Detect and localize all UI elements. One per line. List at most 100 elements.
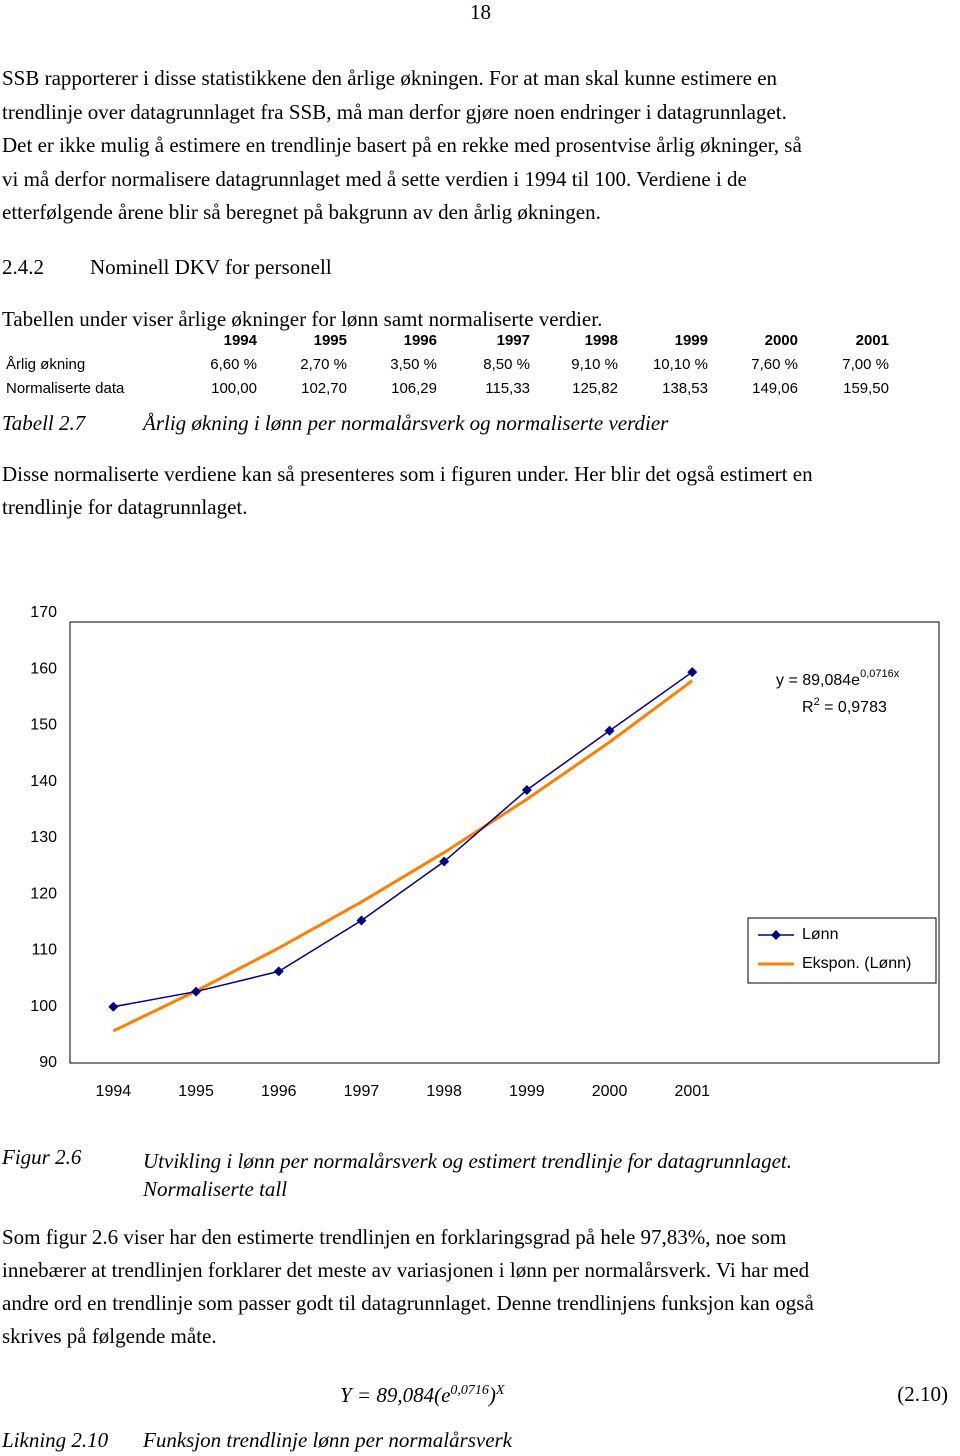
x-tick-label: 1995 — [178, 1083, 214, 1100]
paragraph: Som figur 2.6 viser har den estimerte tr… — [2, 1221, 814, 1353]
y-tick-label: 130 — [30, 829, 57, 846]
table-cell: 8,50 % — [483, 356, 530, 373]
text-line: Det er ikke mulig å estimere en trendlin… — [2, 133, 802, 157]
data-point — [521, 785, 532, 796]
column-header: 1995 — [313, 332, 347, 349]
column-header: 1996 — [403, 332, 437, 349]
x-tick-label: 2001 — [674, 1083, 710, 1100]
paragraph: SSB rapporterer i disse statistikkene de… — [2, 62, 802, 230]
equation: Y = 89,084(e0,0716)X — [340, 1384, 504, 1406]
trend-line — [112, 679, 694, 1033]
column-header: 2001 — [855, 332, 889, 349]
equation-exponent: 0,0716x — [860, 668, 900, 680]
table-cell: 125,82 — [572, 380, 618, 397]
equation-close: ) — [488, 1383, 496, 1407]
data-point — [191, 986, 202, 997]
equation-lhs: Y = 89,084(e — [340, 1383, 451, 1407]
x-tick-label: 1999 — [509, 1083, 545, 1100]
y-tick-label: 160 — [30, 660, 57, 677]
data-point — [604, 725, 615, 736]
table-cell: 106,29 — [391, 380, 437, 397]
text-line: Tabellen under viser årlige økninger for… — [2, 307, 603, 331]
x-tick-label: 1994 — [96, 1083, 132, 1100]
figure-caption: Utvikling i lønn per normalårsverk og es… — [143, 1147, 792, 1203]
chart-frame — [69, 621, 940, 1064]
column-header: 1999 — [674, 332, 708, 349]
text-line: etterfølgende årene blir så beregnet på … — [2, 200, 601, 224]
page-number: 18 — [470, 0, 491, 24]
data-point — [356, 915, 367, 926]
paragraph: Tabellen under viser årlige økninger for… — [2, 303, 602, 336]
legend-box — [747, 917, 937, 984]
table-cell: 100,00 — [211, 380, 257, 397]
x-tick-label: 2000 — [592, 1083, 628, 1100]
text-line: trendlinje for datagrunnlaget. — [2, 495, 248, 519]
trend-equation: y = 89,084e0,0716x — [776, 668, 900, 689]
text-line: andre ord en trendlinje som passer godt … — [2, 1291, 814, 1315]
table-cell: 2,70 % — [300, 356, 347, 373]
table-caption-label: Tabell 2.7 — [2, 411, 86, 435]
text-line: Utvikling i lønn per normalårsverk og es… — [143, 1149, 792, 1173]
r-exponent: 2 — [814, 696, 820, 708]
text-line: Som figur 2.6 viser har den estimerte tr… — [2, 1225, 787, 1249]
table-cell: 102,70 — [301, 380, 347, 397]
table-cell: 9,10 % — [571, 356, 618, 373]
equation-base: y = 89,084e — [776, 672, 860, 689]
section-title: Nominell DKV for personell — [90, 255, 332, 279]
equation-caption-label: Likning 2.10 — [2, 1428, 109, 1452]
table-cell: 3,50 % — [390, 356, 437, 373]
table-cell: 7,00 % — [842, 356, 889, 373]
text-line: skrives på følgende måte. — [2, 1324, 217, 1348]
column-header: 1997 — [496, 332, 530, 349]
data-point — [439, 856, 450, 867]
x-tick-label: 1998 — [426, 1083, 462, 1100]
legend-label: Ekspon. (Lønn) — [802, 955, 911, 972]
column-header: 1994 — [223, 332, 257, 349]
table-cell: 159,50 — [843, 380, 889, 397]
paragraph: Disse normaliserte verdiene kan så prese… — [2, 458, 813, 524]
data-point — [108, 1001, 119, 1012]
table-cell: 138,53 — [662, 380, 708, 397]
text-line: trendlinje over datagrunnlaget fra SSB, … — [2, 99, 787, 124]
row-label: Normaliserte data — [6, 380, 125, 397]
y-tick-label: 110 — [31, 942, 57, 959]
section-number: 2.4.2 — [2, 255, 44, 279]
r-squared: R2 = 0,9783 — [802, 696, 887, 716]
x-tick-label: 1997 — [344, 1083, 380, 1100]
text-line: Disse normaliserte verdiene kan så prese… — [2, 462, 813, 486]
text-line: vi må derfor normalisere datagrunnlaget … — [2, 166, 747, 191]
data-point — [687, 667, 698, 678]
table-cell: 115,33 — [485, 380, 530, 397]
y-tick-label: 150 — [30, 717, 57, 734]
table-cell: 6,60 % — [210, 356, 257, 373]
text-line: SSB rapporterer i disse statistikkene de… — [2, 66, 778, 90]
equation-outer-exponent: X — [495, 1383, 505, 1398]
y-tick-label: 100 — [30, 998, 57, 1015]
text-line: Normaliserte tall — [143, 1177, 288, 1201]
data-point — [273, 966, 284, 977]
x-tick-label: 1996 — [261, 1083, 297, 1100]
equation-caption: Funksjon trendlinje lønn per normalårsve… — [143, 1428, 513, 1452]
data-line — [113, 671, 693, 1008]
r-base: R — [802, 699, 814, 716]
table: 1994 1995 1996 1997 1998 1999 2000 2001 Årlig øk… — [0, 332, 960, 402]
column-header: 1998 — [584, 332, 618, 349]
table-cell: 7,60 % — [751, 356, 798, 373]
equation-exponent: 0,0716 — [450, 1383, 489, 1398]
legend-marker — [771, 930, 781, 940]
equation-number: (2.10) — [897, 1382, 948, 1406]
r-value: = 0,9783 — [820, 699, 887, 716]
table-caption: Årlig økning i lønn per normalårsverk og… — [143, 411, 669, 435]
table-cell: 10,10 % — [652, 356, 708, 373]
y-tick-label: 120 — [30, 885, 57, 902]
legend-label: Lønn — [802, 926, 838, 943]
text-line: innebærer at trendlinjen forklarer det m… — [2, 1258, 810, 1282]
table-cell: 149,06 — [752, 380, 798, 397]
row-label: Årlig økning — [6, 356, 86, 373]
y-tick-label: 90 — [39, 1054, 57, 1071]
y-tick-label: 170 — [30, 604, 57, 621]
column-header: 2000 — [764, 332, 798, 349]
figure-caption-label: Figur 2.6 — [2, 1145, 82, 1169]
